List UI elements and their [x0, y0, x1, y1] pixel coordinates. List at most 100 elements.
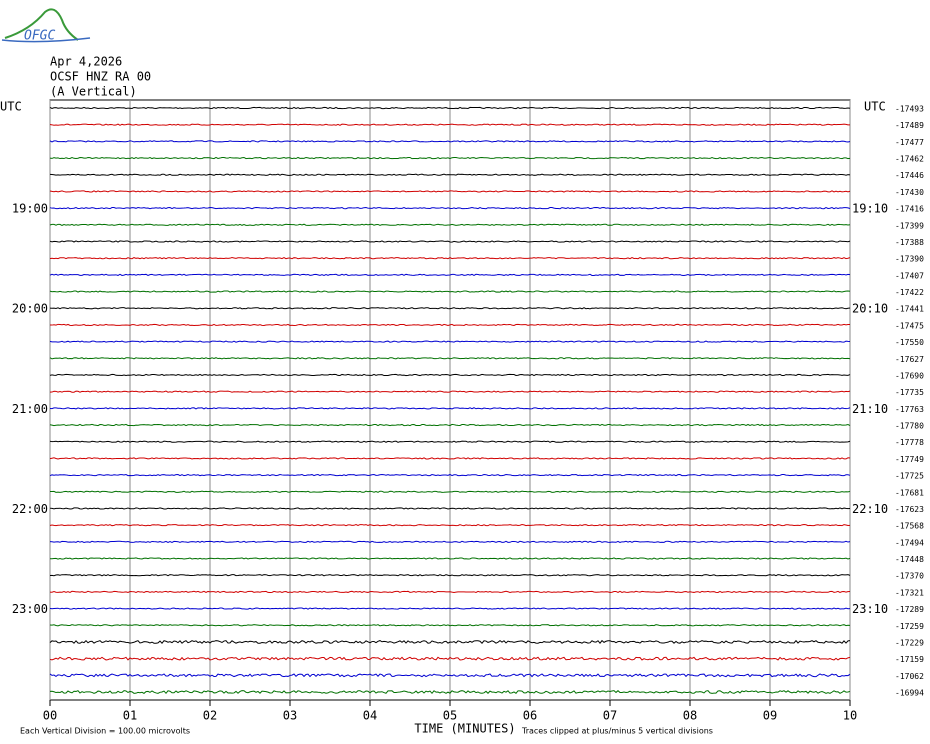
x-tick-label: 06 — [523, 709, 537, 723]
offset-label: -17062 — [895, 672, 924, 681]
offset-label: -17399 — [895, 221, 924, 230]
hour-label: 22:00 — [12, 502, 48, 516]
trace — [49, 173, 851, 176]
trace — [49, 540, 851, 543]
trace — [49, 690, 851, 695]
offset-label: -17681 — [895, 488, 924, 497]
trace — [49, 656, 851, 661]
trace — [49, 307, 851, 310]
offset-label: -17735 — [895, 388, 924, 397]
offset-label: -17289 — [895, 605, 924, 614]
x-tick-label: 02 — [203, 709, 217, 723]
trace — [49, 457, 851, 460]
hour-label: 21:10 — [852, 402, 888, 416]
trace — [49, 423, 851, 427]
station: OCSF HNZ RA 00 — [50, 70, 151, 84]
trace — [49, 156, 851, 160]
trace — [49, 290, 851, 293]
trace — [49, 223, 851, 226]
hour-label: 22:10 — [852, 502, 888, 516]
trace — [49, 323, 851, 327]
offset-label: -17441 — [895, 305, 924, 314]
scale-note: Each Vertical Division = 100.00 microvol… — [20, 727, 190, 736]
offset-label: -17462 — [895, 155, 924, 164]
trace — [49, 273, 851, 277]
trace — [49, 490, 851, 493]
trace — [49, 357, 851, 360]
offset-label: -17422 — [895, 288, 924, 297]
component: (A Vertical) — [50, 85, 137, 99]
trace — [49, 140, 851, 143]
offset-label: -17749 — [895, 455, 924, 464]
logo-swoosh — [4, 8, 79, 41]
offset-label: -16994 — [895, 689, 924, 698]
offset-label: -17763 — [895, 405, 924, 414]
hour-label: 20:00 — [12, 302, 48, 316]
date: Apr 4,2026 — [50, 55, 122, 69]
hour-label: 23:00 — [12, 602, 48, 616]
x-tick-label: 00 — [43, 709, 57, 723]
trace — [49, 639, 851, 645]
x-tick-label: 01 — [123, 709, 137, 723]
x-tick-label: 10 — [843, 709, 857, 723]
trace — [49, 257, 851, 260]
hour-label: 23:10 — [852, 602, 888, 616]
offset-label: -17259 — [895, 622, 924, 631]
offset-label: -17321 — [895, 588, 924, 597]
right-axis-label: UTC — [864, 100, 886, 114]
x-tick-label: 04 — [363, 709, 377, 723]
trace — [49, 607, 851, 610]
offset-label: -17446 — [895, 171, 924, 180]
offset-label: -17725 — [895, 472, 924, 481]
x-tick-label: 09 — [763, 709, 777, 723]
logo-line — [1, 37, 91, 43]
x-tick-label: 08 — [683, 709, 697, 723]
offset-label: -17568 — [895, 522, 924, 531]
offset-label: -17780 — [895, 422, 924, 431]
hour-label: 20:10 — [852, 302, 888, 316]
trace — [49, 407, 851, 410]
offset-label: -17475 — [895, 321, 924, 330]
offset-label: -17550 — [895, 338, 924, 347]
offset-label: -17489 — [895, 121, 924, 130]
trace — [49, 123, 851, 126]
trace — [49, 206, 851, 210]
trace — [49, 190, 851, 193]
trace — [49, 440, 851, 443]
trace — [49, 507, 851, 510]
hour-label: 19:00 — [12, 202, 48, 216]
trace — [49, 373, 851, 377]
left-axis-label: UTC — [0, 100, 22, 114]
trace — [49, 473, 851, 477]
offset-label: -17623 — [895, 505, 924, 514]
trace — [49, 574, 851, 577]
offset-label: -17416 — [895, 205, 924, 214]
offset-label: -17159 — [895, 655, 924, 664]
hour-label: 21:00 — [12, 402, 48, 416]
x-tick-label: 05 — [443, 709, 457, 723]
trace — [49, 590, 851, 594]
offset-label: -17370 — [895, 572, 924, 581]
trace — [50, 557, 851, 560]
offset-label: -17477 — [895, 138, 924, 147]
offset-label: -17388 — [895, 238, 924, 247]
x-axis-label: TIME (MINUTES) — [414, 722, 515, 736]
logo-text: OFGC — [24, 29, 55, 44]
offset-label: -17407 — [895, 271, 924, 280]
trace — [49, 390, 851, 393]
trace — [49, 240, 851, 243]
offset-label: -17690 — [895, 371, 924, 380]
offset-label: -17448 — [895, 555, 924, 564]
offset-label: -17778 — [895, 438, 924, 447]
trace — [49, 106, 851, 110]
x-tick-label: 03 — [283, 709, 297, 723]
x-tick-label: 07 — [603, 709, 617, 723]
offset-label: -17493 — [895, 105, 924, 114]
trace — [49, 624, 851, 627]
trace — [49, 340, 851, 343]
offset-label: -17627 — [895, 355, 924, 364]
offset-label: -17390 — [895, 255, 924, 264]
offset-label: -17430 — [895, 188, 924, 197]
offset-label: -17494 — [895, 538, 924, 547]
